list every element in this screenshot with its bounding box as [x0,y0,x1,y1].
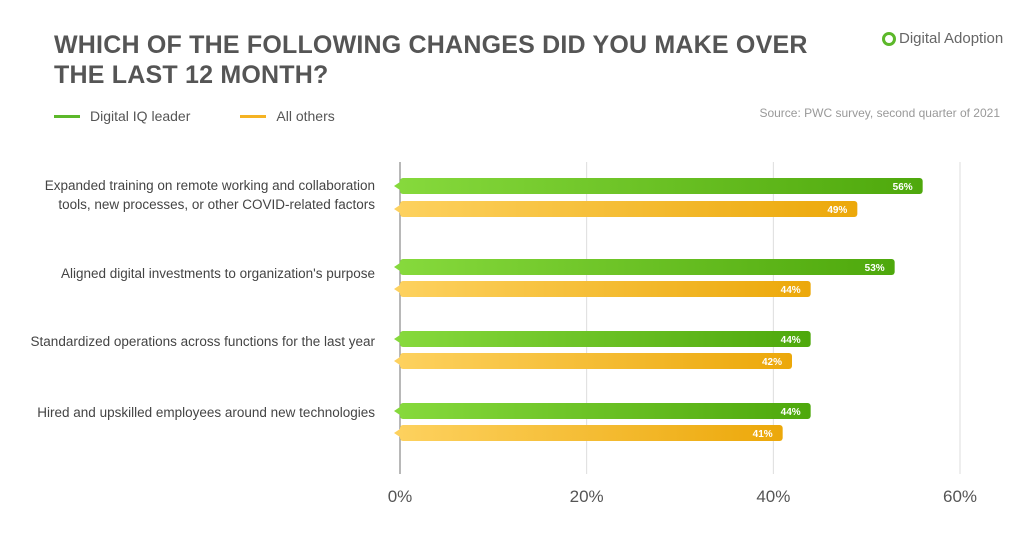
bar [400,201,858,217]
source-note: Source: PWC survey, second quarter of 20… [759,106,1000,120]
x-tick-label: 60% [943,487,977,506]
category-label: Expanded training on remote working and … [44,178,375,212]
bar-pointer [394,205,400,213]
legend-item: All others [240,108,335,124]
logo-icon [882,31,896,46]
legend: Digital IQ leader All others [54,108,385,124]
legend-swatch [240,114,267,118]
data-label: 41% [753,429,773,440]
data-label: 44% [781,335,801,346]
category-label: Hired and upskilled employees around new… [37,405,375,420]
bar [400,281,811,297]
legend-item: Digital IQ leader [54,108,190,124]
legend-label: All others [276,108,335,124]
bar-pointer [394,285,400,293]
bar [400,403,811,419]
data-label: 44% [781,285,801,296]
x-tick-label: 40% [756,487,790,506]
data-label: 53% [865,263,885,274]
data-label: 44% [781,407,801,418]
x-tick-label: 20% [570,487,604,506]
x-tick-label: 0% [388,487,413,506]
bar [400,331,811,347]
bar [400,259,895,275]
bar-pointer [394,182,400,190]
bar-pointer [394,263,400,271]
data-label: 42% [762,357,782,368]
bar-pointer [394,335,400,343]
chart-title: WHICH OF THE FOLLOWING CHANGES DID YOU M… [54,31,808,89]
logo: Digital Adoption [882,30,1003,47]
data-label: 56% [893,182,913,193]
legend-swatch [54,114,80,118]
bar [400,178,923,194]
bar-pointer [394,357,400,365]
category-label: Aligned digital investments to organizat… [60,266,375,281]
legend-label: Digital IQ leader [90,108,191,124]
category-label: Standardized operations across functions… [30,334,375,349]
data-label: 49% [827,205,847,216]
logo-text: Digital Adoption [899,30,1004,47]
bar-pointer [394,429,400,437]
bar-pointer [394,407,400,415]
bar [400,425,783,441]
bar [400,353,792,369]
